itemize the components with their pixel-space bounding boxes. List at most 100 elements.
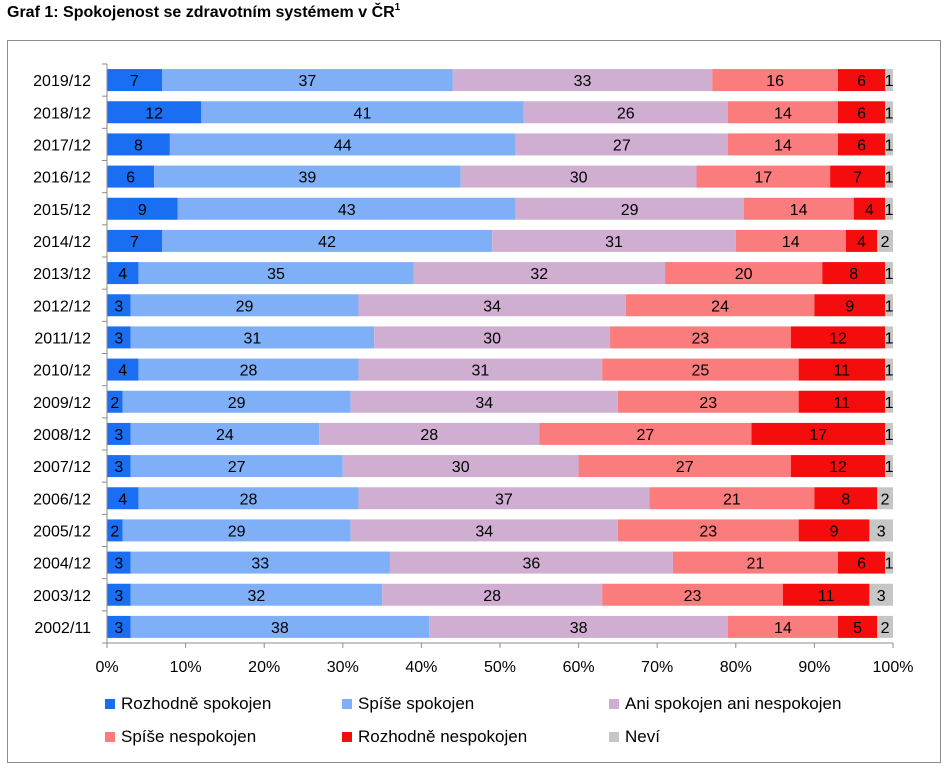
bar-segment: [885, 69, 893, 92]
bar-segment: [665, 262, 823, 285]
legend-label: Spíše nespokojen: [121, 727, 257, 746]
bar-segment: [837, 69, 886, 92]
data-label: 24: [711, 298, 729, 315]
data-label: 28: [483, 588, 501, 605]
data-label: 21: [747, 556, 765, 573]
data-label: 3: [114, 620, 123, 637]
data-label: 37: [495, 491, 513, 508]
x-tick-label: 70%: [641, 659, 673, 676]
bar-segment: [877, 487, 893, 510]
data-label: 2: [110, 395, 119, 412]
legend-item-spise-nespokojen: Spíše nespokojen: [105, 727, 257, 746]
bar-segment: [845, 229, 878, 252]
data-label: 23: [699, 523, 717, 540]
bar-segment: [107, 262, 139, 285]
bar-segment: [358, 487, 650, 510]
data-label: 26: [617, 105, 635, 122]
data-label: 1: [885, 395, 894, 412]
x-tick-label: 90%: [798, 659, 830, 676]
bar-segment: [162, 229, 493, 252]
bar-segment: [162, 69, 453, 92]
category-label: 2010/12: [33, 363, 91, 380]
bar-segment: [790, 455, 886, 478]
legend-item-rozhodne-nespokojen: Rozhodně nespokojen: [342, 727, 527, 746]
bar-segment: [649, 487, 815, 510]
bar-segment: [578, 455, 791, 478]
data-label: 4: [118, 266, 127, 283]
data-label: 34: [475, 523, 493, 540]
bar-segment: [342, 455, 579, 478]
data-label: 43: [338, 202, 356, 219]
data-label: 16: [766, 73, 784, 90]
data-label: 1: [885, 73, 894, 90]
data-label: 29: [228, 523, 246, 540]
data-label: 3: [877, 588, 886, 605]
legend-label: Spíše spokojen: [358, 694, 475, 713]
category-label: 2016/12: [33, 170, 91, 187]
data-label: 1: [885, 363, 894, 380]
data-label: 29: [228, 395, 246, 412]
data-label: 1: [885, 459, 894, 476]
data-label: 14: [782, 234, 800, 251]
data-label: 3: [877, 523, 886, 540]
data-label: 8: [134, 137, 143, 154]
bar-segment: [885, 133, 893, 156]
bar-segment: [814, 294, 886, 317]
data-label: 37: [299, 73, 317, 90]
data-label: 28: [240, 491, 258, 508]
x-tick-label: 60%: [563, 659, 595, 676]
bar-segment: [107, 455, 131, 478]
bar-segment: [107, 519, 123, 542]
data-label: 2: [110, 523, 119, 540]
bar-segment: [130, 326, 375, 349]
data-label: 21: [723, 491, 741, 508]
bar-segment: [138, 262, 414, 285]
bar-segment: [374, 326, 611, 349]
data-label: 11: [818, 588, 835, 605]
bar-segment: [712, 69, 838, 92]
data-label: 7: [130, 234, 139, 251]
data-label: 25: [692, 363, 710, 380]
legend-swatch: [105, 732, 115, 742]
data-label: 11: [834, 395, 851, 412]
category-label: 2004/12: [33, 556, 91, 573]
x-tick-label: 100%: [873, 659, 914, 676]
data-label: 31: [605, 234, 623, 251]
bar-segment: [107, 133, 170, 156]
data-label: 41: [354, 105, 372, 122]
category-label: 2008/12: [33, 427, 91, 444]
data-label: 29: [621, 202, 639, 219]
data-label: 23: [692, 330, 710, 347]
bar-segment: [798, 358, 886, 381]
bar-segment: [617, 390, 799, 413]
bar-segment: [696, 165, 831, 188]
bar-segment: [885, 551, 893, 574]
category-label: 2006/12: [33, 491, 91, 508]
bar-segment: [837, 133, 886, 156]
data-label: 20: [735, 266, 753, 283]
data-label: 3: [114, 427, 123, 444]
bar-segment: [602, 358, 799, 381]
category-label: 2015/12: [33, 202, 91, 219]
data-label: 1: [885, 202, 894, 219]
bar-segment: [885, 294, 893, 317]
data-label: 30: [452, 459, 470, 476]
legend-item-ani-spokojen-ani-nespokojen: Ani spokojen ani nespokojen: [609, 694, 841, 713]
data-label: 28: [240, 363, 258, 380]
title-footnote-mark: 1: [394, 2, 401, 13]
bar-segment: [539, 422, 752, 445]
bar-segment: [743, 197, 854, 220]
bar-segment: [107, 165, 155, 188]
bar-segment: [107, 326, 131, 349]
bar-segment: [672, 551, 838, 574]
bar-segment: [830, 165, 886, 188]
data-label: 36: [523, 556, 541, 573]
bar-segment: [138, 487, 359, 510]
bar-segment: [523, 101, 728, 124]
bar-segment: [452, 69, 713, 92]
bar-segment: [625, 294, 815, 317]
bar-segment: [107, 422, 131, 445]
data-label: 7: [853, 170, 862, 187]
chart-frame: [7, 40, 941, 763]
